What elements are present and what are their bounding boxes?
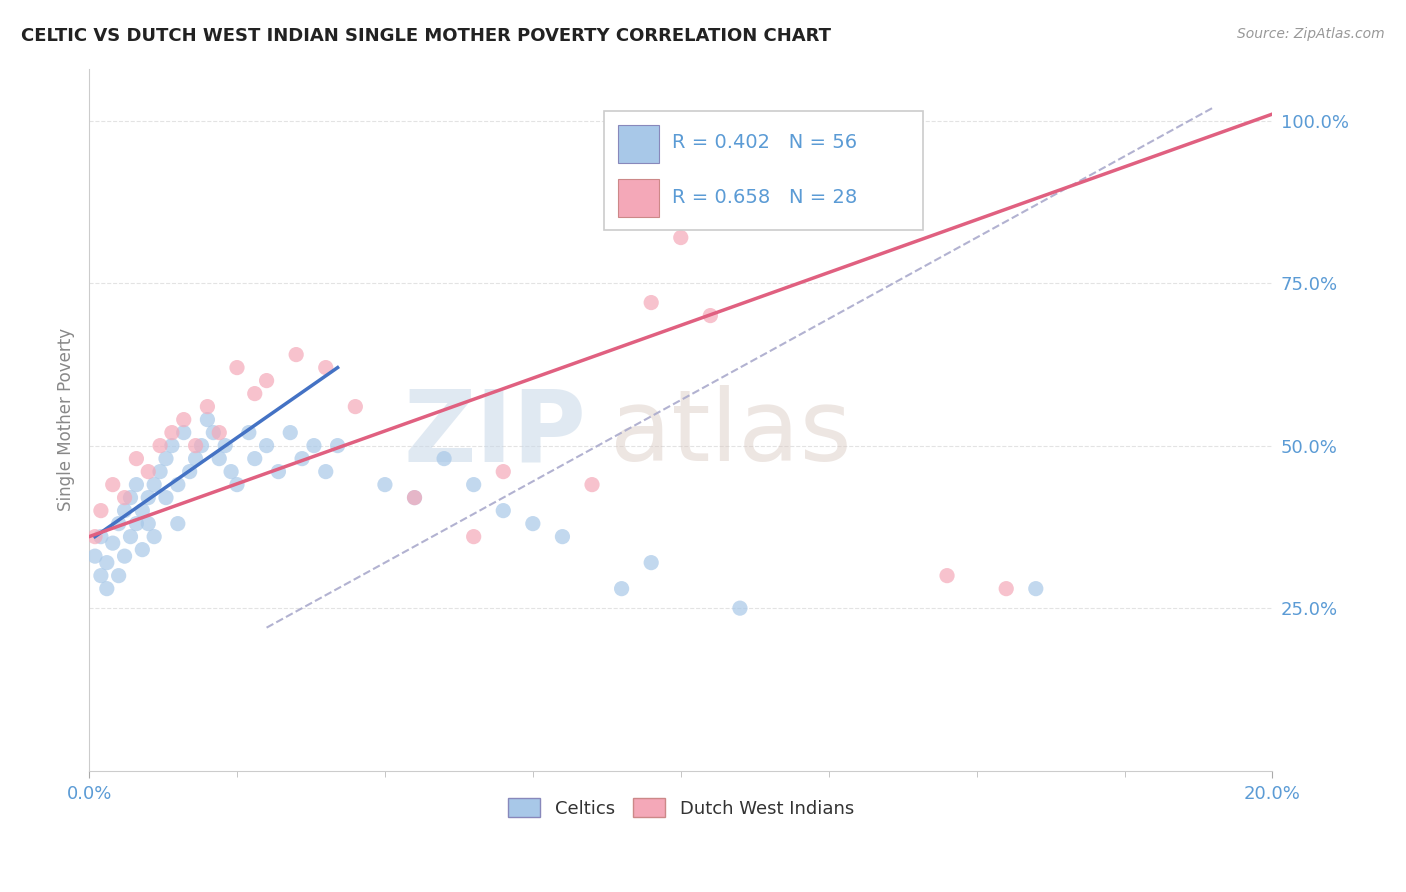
Point: [202, 425, 225, 440]
Point: [492, 465, 515, 479]
Point: [114, 503, 136, 517]
Point: [699, 309, 721, 323]
Point: [433, 451, 456, 466]
Point: [114, 491, 136, 505]
Point: [173, 425, 195, 440]
Point: [166, 516, 188, 531]
Point: [256, 439, 278, 453]
Point: [728, 601, 751, 615]
Point: [256, 374, 278, 388]
Point: [197, 412, 219, 426]
Point: [155, 451, 177, 466]
Point: [160, 439, 183, 453]
Text: atlas: atlas: [610, 385, 852, 483]
Point: [551, 530, 574, 544]
Legend: Celtics, Dutch West Indians: Celtics, Dutch West Indians: [501, 791, 860, 825]
Point: [107, 568, 129, 582]
Point: [669, 230, 692, 244]
Point: [125, 451, 148, 466]
Point: [184, 439, 207, 453]
FancyBboxPatch shape: [603, 111, 924, 230]
Point: [149, 465, 172, 479]
Point: [610, 582, 633, 596]
Point: [90, 503, 112, 517]
Point: [404, 491, 426, 505]
Point: [114, 549, 136, 563]
Point: [492, 503, 515, 517]
Point: [90, 530, 112, 544]
Point: [184, 451, 207, 466]
Text: R = 0.658   N = 28: R = 0.658 N = 28: [672, 188, 858, 207]
Point: [243, 451, 266, 466]
Point: [291, 451, 314, 466]
Point: [90, 568, 112, 582]
Point: [149, 439, 172, 453]
Point: [96, 582, 118, 596]
Point: [136, 516, 159, 531]
Point: [208, 451, 231, 466]
Point: [936, 568, 959, 582]
Point: [315, 360, 337, 375]
Point: [226, 360, 249, 375]
Point: [208, 425, 231, 440]
Point: [120, 491, 142, 505]
Point: [238, 425, 260, 440]
Y-axis label: Single Mother Poverty: Single Mother Poverty: [58, 328, 75, 511]
Point: [995, 582, 1018, 596]
Point: [136, 491, 159, 505]
Point: [522, 516, 544, 531]
Text: R = 0.402   N = 56: R = 0.402 N = 56: [672, 133, 858, 153]
Point: [179, 465, 201, 479]
Point: [463, 477, 485, 491]
Point: [84, 530, 107, 544]
Point: [107, 516, 129, 531]
Point: [190, 439, 212, 453]
Point: [243, 386, 266, 401]
Text: Source: ZipAtlas.com: Source: ZipAtlas.com: [1237, 27, 1385, 41]
FancyBboxPatch shape: [619, 178, 659, 218]
Point: [136, 465, 159, 479]
Point: [125, 516, 148, 531]
Point: [131, 503, 153, 517]
Text: CELTIC VS DUTCH WEST INDIAN SINGLE MOTHER POVERTY CORRELATION CHART: CELTIC VS DUTCH WEST INDIAN SINGLE MOTHE…: [21, 27, 831, 45]
Point: [374, 477, 396, 491]
FancyBboxPatch shape: [619, 125, 659, 163]
Point: [787, 192, 810, 206]
Point: [101, 536, 124, 550]
Point: [640, 295, 662, 310]
Point: [120, 530, 142, 544]
Point: [219, 465, 242, 479]
Point: [344, 400, 367, 414]
Point: [267, 465, 290, 479]
Point: [160, 425, 183, 440]
Point: [581, 477, 603, 491]
Point: [404, 491, 426, 505]
Point: [640, 556, 662, 570]
Point: [143, 530, 166, 544]
Point: [226, 477, 249, 491]
Point: [84, 549, 107, 563]
Point: [155, 491, 177, 505]
Point: [166, 477, 188, 491]
Point: [278, 425, 301, 440]
Point: [1025, 582, 1047, 596]
Point: [101, 477, 124, 491]
Point: [285, 348, 308, 362]
Point: [214, 439, 236, 453]
Point: [173, 412, 195, 426]
Point: [125, 477, 148, 491]
Point: [143, 477, 166, 491]
Point: [463, 530, 485, 544]
Text: ZIP: ZIP: [404, 385, 586, 483]
Point: [131, 542, 153, 557]
Point: [315, 465, 337, 479]
Point: [302, 439, 325, 453]
Point: [326, 439, 349, 453]
Point: [96, 556, 118, 570]
Point: [197, 400, 219, 414]
